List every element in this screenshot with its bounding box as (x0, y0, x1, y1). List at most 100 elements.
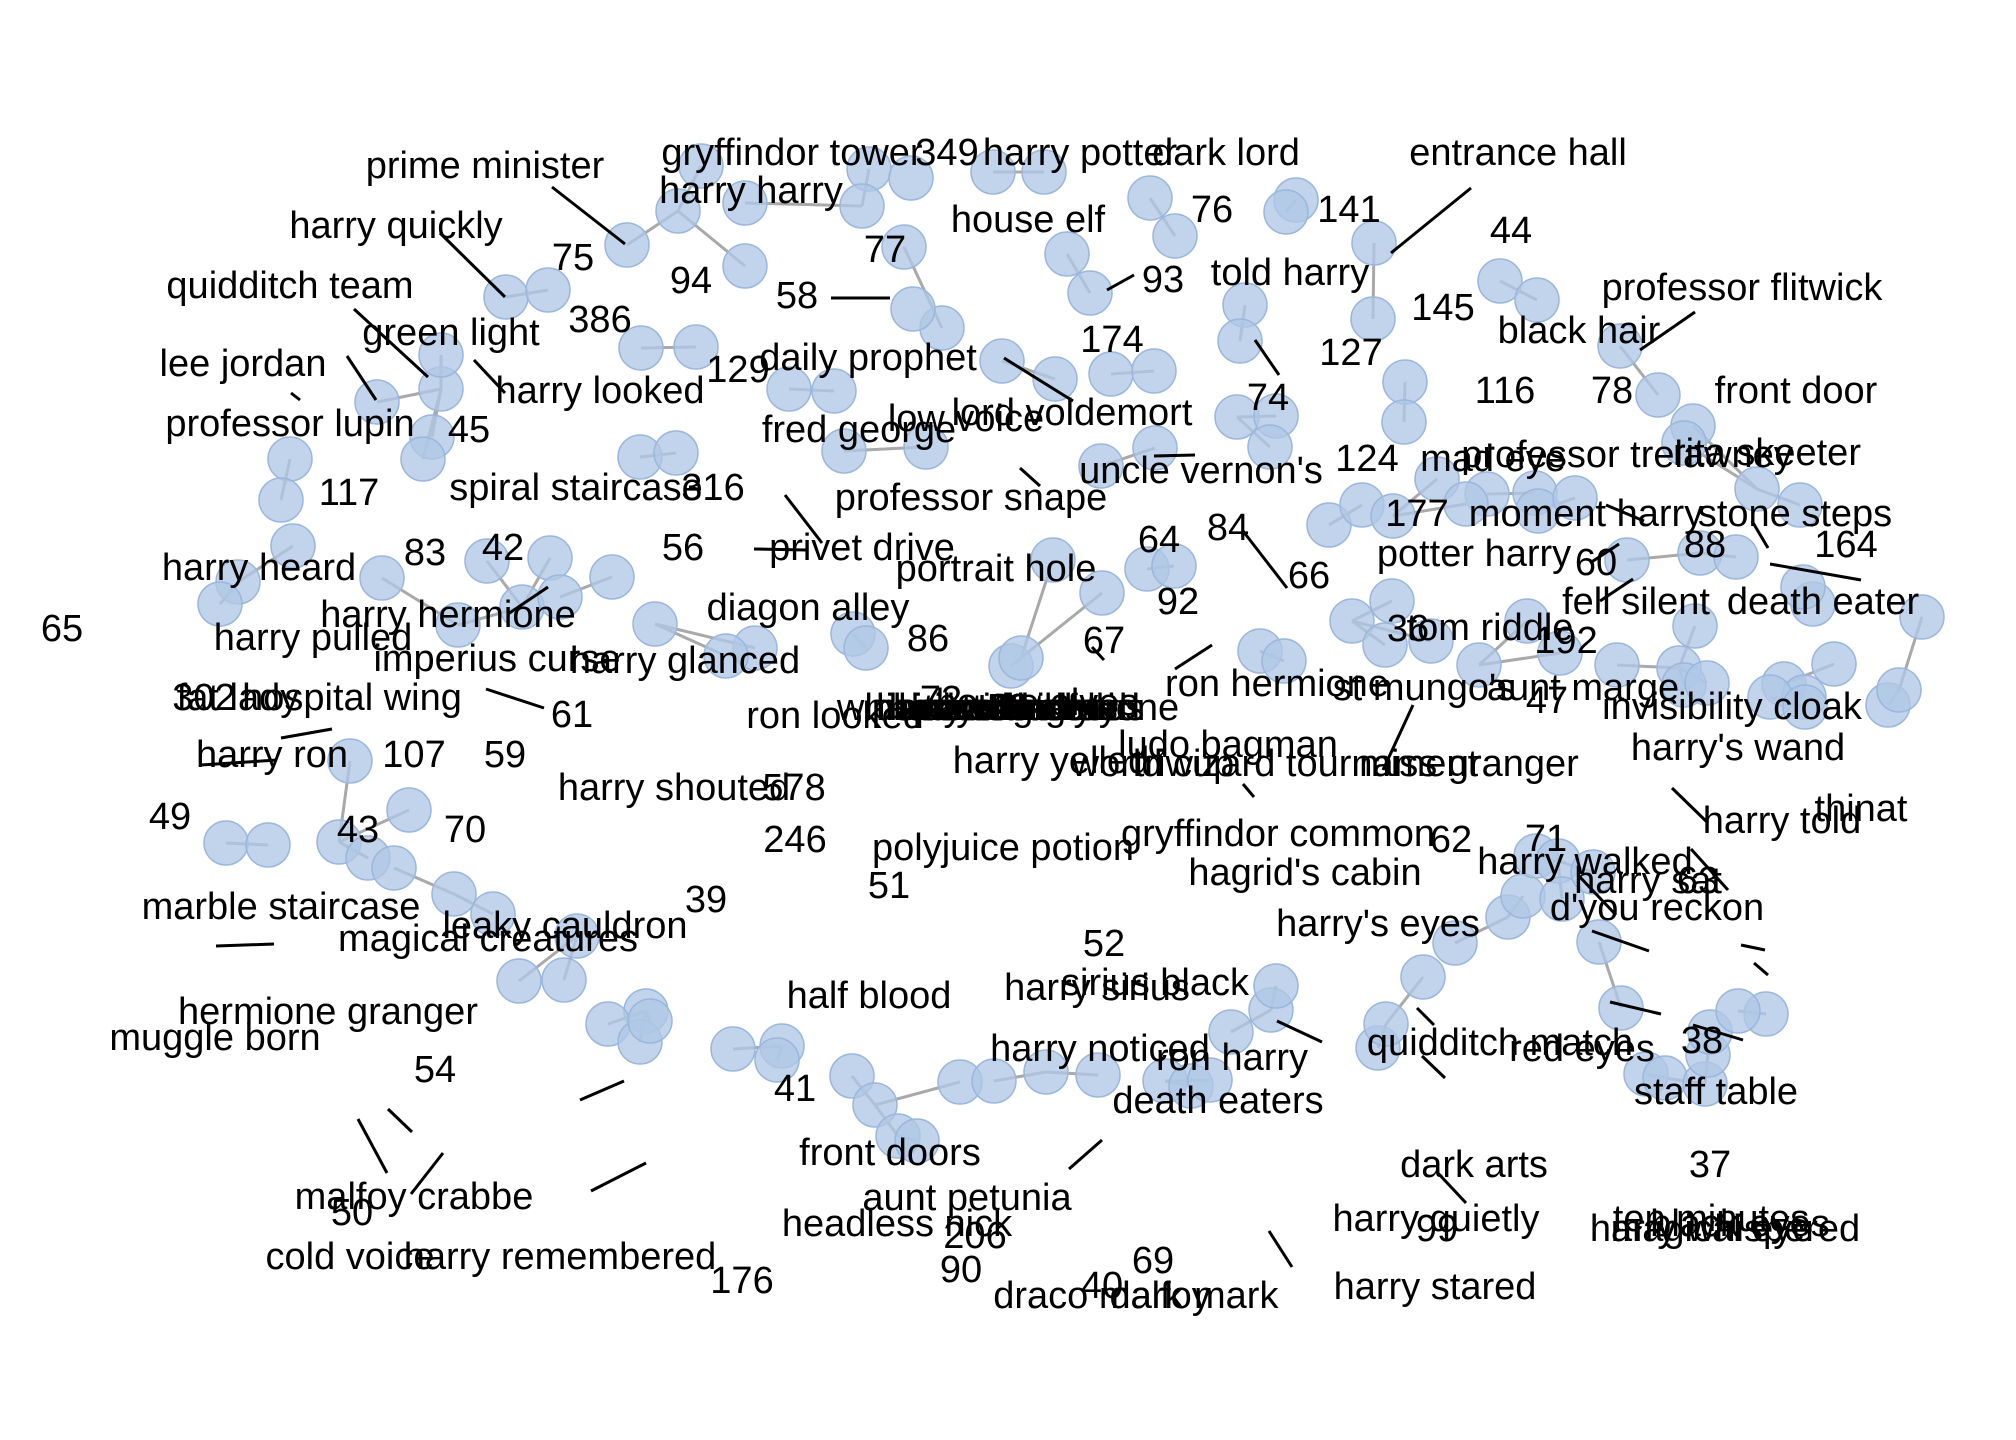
node-label: harry quietly (1333, 1198, 1540, 1240)
node-label: 72 (920, 679, 962, 721)
node-label: 76 (1191, 189, 1233, 231)
network-node (1217, 318, 1263, 364)
network-node (537, 574, 583, 620)
node-label: 107 (382, 734, 445, 776)
leader-line (1589, 542, 1620, 565)
node-label: 46 (987, 687, 1029, 729)
node-label: half blood (787, 975, 952, 1017)
leader-line (1599, 577, 1634, 603)
node-label: 94 (670, 260, 712, 302)
node-label: 88 (1684, 524, 1726, 566)
node-label: 58 (776, 275, 818, 317)
network-node (653, 430, 699, 476)
leader-line (1106, 273, 1135, 292)
node-label: harry walked (1477, 841, 1692, 883)
leader-line (290, 391, 301, 402)
network-node (1734, 466, 1780, 512)
network-node (1537, 630, 1583, 676)
leader-line (1753, 961, 1769, 977)
node-label: harry remembered (404, 1236, 717, 1278)
node-label: lucius malfoy (898, 687, 1118, 729)
network-node (1672, 603, 1718, 649)
node-label: 37 (1689, 1144, 1731, 1186)
network-node (618, 325, 664, 371)
node-label: privet drive (769, 527, 955, 569)
leader-line (1415, 1006, 1436, 1027)
network-node (1370, 493, 1416, 539)
leader-line (1390, 186, 1472, 255)
leader-line (1434, 1169, 1468, 1205)
node-label: 68 (987, 687, 1029, 729)
network-node (766, 366, 812, 412)
network-node (496, 958, 542, 1004)
network-node (1598, 985, 1644, 1031)
node-label: potter harry (1377, 533, 1571, 575)
network-node (386, 787, 432, 833)
node-label: 52 (1083, 923, 1125, 965)
network-node (1876, 667, 1922, 713)
node-label: black eyes (1650, 1203, 1830, 1245)
leader-line (438, 231, 507, 299)
node-label: harry heard (162, 547, 356, 589)
network-node (1075, 1052, 1121, 1098)
leader-line (551, 185, 626, 246)
network-node (710, 1026, 756, 1072)
node-label: death eaters (1112, 1080, 1323, 1122)
network-node (203, 820, 249, 866)
node-label: 75 (552, 237, 594, 279)
network-node (525, 267, 571, 313)
node-label: 61 (551, 694, 593, 736)
leader-line (1591, 929, 1650, 953)
network-node (1023, 1049, 1069, 1095)
node-label: 44 (1490, 210, 1532, 252)
network-node (1263, 189, 1309, 235)
node-label: spiral staircase (449, 467, 702, 509)
network-node (632, 601, 678, 647)
network-node (589, 554, 635, 600)
node-label: imperius curse (373, 638, 620, 680)
node-label: 50 (331, 1192, 373, 1234)
node-label: 62 (1430, 819, 1472, 861)
node-label: hagrid's cabin (1188, 852, 1421, 894)
node-label: low voice (888, 398, 1044, 440)
node-label: 141 (1317, 189, 1380, 231)
node-label: staff table (1634, 1071, 1798, 1113)
node-label: 74 (1247, 377, 1289, 419)
node-label: quidditch team (166, 265, 413, 307)
node-label: 124 (1335, 438, 1398, 480)
node-label: 66 (1288, 555, 1330, 597)
network-node (1432, 920, 1478, 966)
node-label: daily prophet (759, 337, 977, 379)
node-label: 206 (943, 1215, 1006, 1257)
node-label: house elf (951, 199, 1106, 241)
node-label: gryffindor common (1121, 813, 1435, 855)
network-node (1899, 594, 1945, 640)
network-node (1400, 954, 1446, 1000)
node-label: told harry (1211, 252, 1369, 294)
node-label: 69 (1132, 1240, 1174, 1282)
node-label: 71 (1525, 818, 1567, 860)
node-label: ron looked (746, 695, 923, 737)
node-label: 129 (706, 349, 769, 391)
network-node (1811, 641, 1857, 687)
node-label: harry quickly (289, 205, 502, 247)
network-node (1152, 213, 1198, 259)
node-label: rita skeeter (1673, 432, 1861, 474)
network-node (1369, 578, 1415, 624)
network-node (703, 633, 749, 679)
leader-line (1609, 1000, 1662, 1016)
leader-line (472, 358, 507, 395)
node-label: harry harry (659, 170, 843, 212)
node-label: harry hermione (320, 594, 576, 636)
network-node (1382, 359, 1428, 405)
node-label: 176 (710, 1260, 773, 1302)
node-label: professor flitwick (1602, 267, 1884, 309)
leader-line (1689, 847, 1730, 892)
node-label: viktor krum (915, 687, 1101, 729)
node-label: magical eye (1611, 1208, 1814, 1250)
leader-line (1018, 466, 1042, 488)
node-label: dark arts (1400, 1144, 1548, 1186)
network-node (722, 180, 768, 226)
node-label: 84 (1207, 507, 1249, 549)
